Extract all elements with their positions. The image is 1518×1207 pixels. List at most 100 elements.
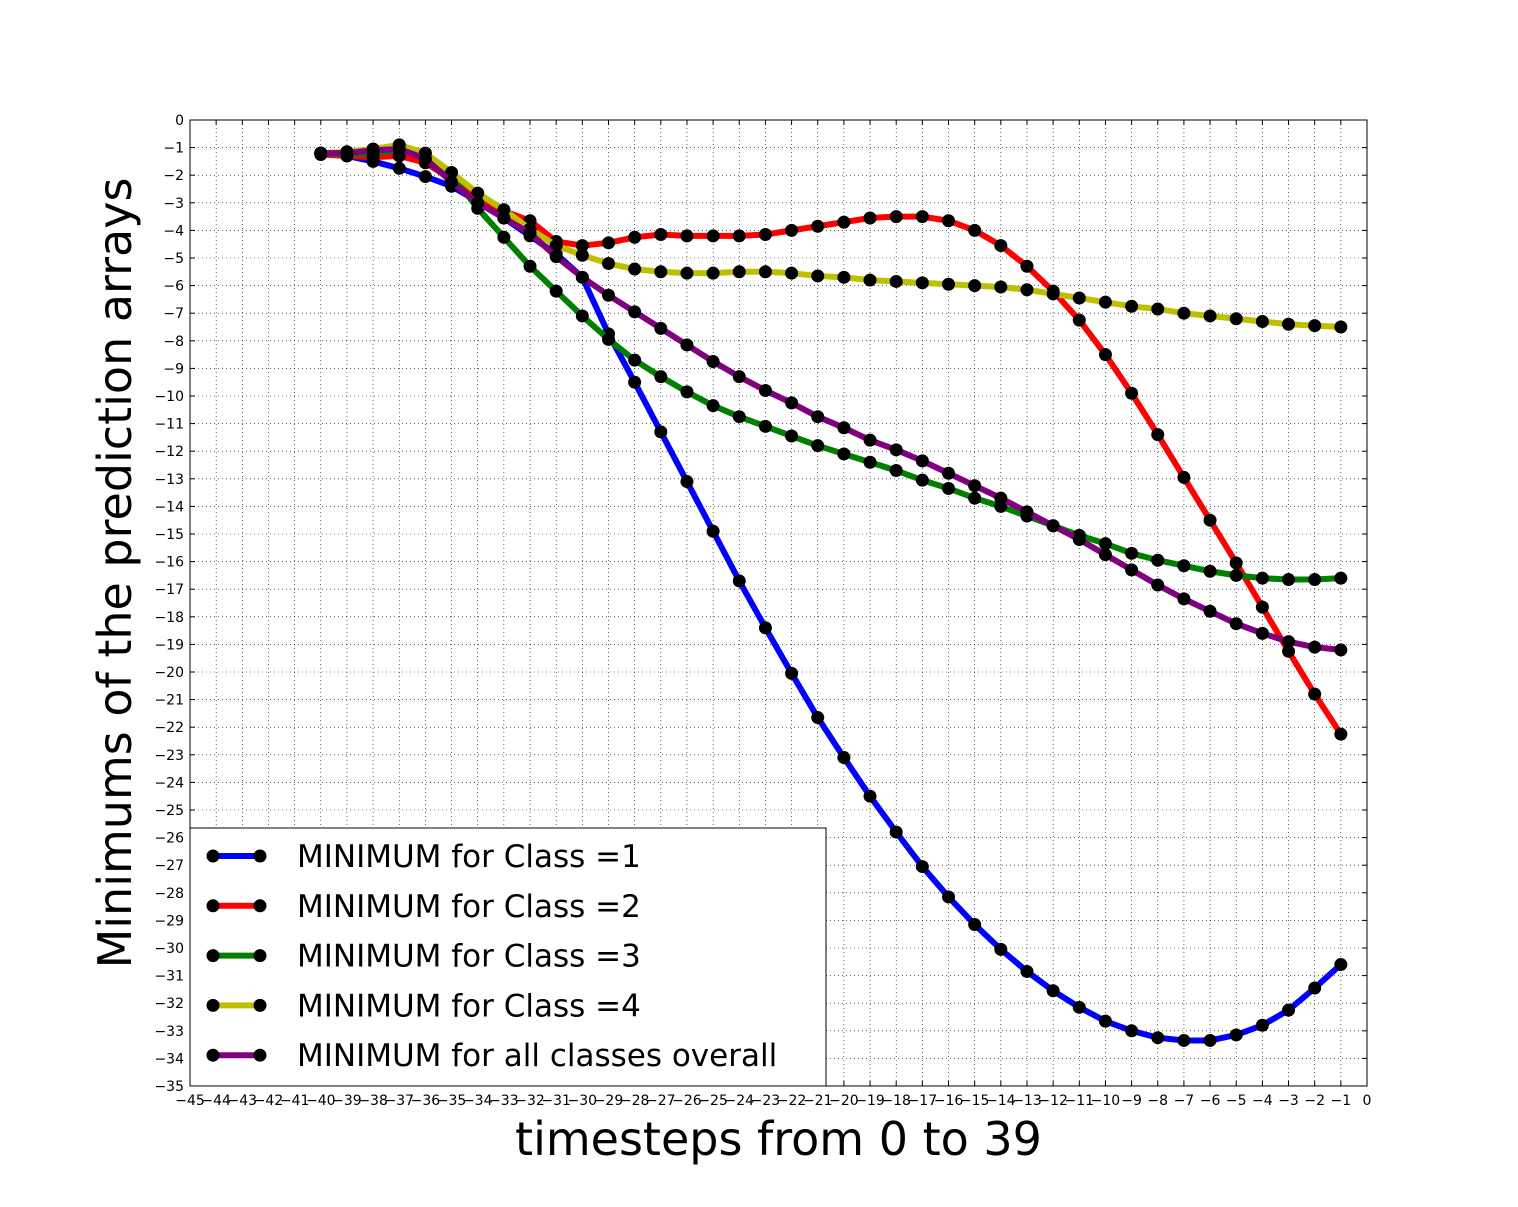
- data-point: [1282, 1003, 1296, 1017]
- data-point: [785, 266, 799, 280]
- x-tick-label: −23: [751, 1093, 781, 1109]
- legend-box: [189, 827, 827, 1087]
- legend-label: MINIMUM for Class =4: [297, 988, 641, 1024]
- data-point: [601, 332, 615, 346]
- y-tick-label: −34: [154, 1051, 184, 1067]
- data-point: [523, 259, 537, 273]
- data-point: [680, 229, 694, 243]
- x-tick-label: −17: [908, 1093, 938, 1109]
- data-point: [680, 338, 694, 352]
- x-tick-label: −5: [1226, 1093, 1247, 1109]
- data-point: [1098, 548, 1112, 562]
- data-point: [968, 223, 982, 237]
- data-point: [654, 321, 668, 335]
- x-tick-label: −10: [1091, 1093, 1121, 1109]
- data-point: [575, 239, 589, 253]
- x-tick-label: −43: [228, 1093, 258, 1109]
- data-point: [418, 170, 432, 184]
- x-tick-label: −28: [620, 1093, 650, 1109]
- data-point: [1046, 287, 1060, 301]
- data-point: [706, 229, 720, 243]
- data-point: [785, 223, 799, 237]
- data-point: [863, 211, 877, 225]
- data-point: [1334, 320, 1348, 334]
- data-point: [1255, 626, 1269, 640]
- x-tick-label: −4: [1252, 1093, 1273, 1109]
- y-tick-label: −29: [154, 913, 184, 929]
- legend-item: MINIMUM for Class =3: [206, 939, 641, 975]
- data-point: [1125, 1024, 1139, 1038]
- data-point: [1177, 470, 1191, 484]
- legend-marker: [253, 1048, 267, 1062]
- data-point: [968, 918, 982, 932]
- data-point: [994, 239, 1008, 253]
- legend-marker: [253, 998, 267, 1012]
- legend-marker: [253, 949, 267, 963]
- data-point: [1177, 559, 1191, 573]
- data-point: [654, 425, 668, 439]
- data-point: [837, 215, 851, 229]
- y-tick-label: −10: [154, 389, 184, 405]
- data-point: [1229, 568, 1243, 582]
- data-point: [392, 161, 406, 175]
- data-point: [628, 353, 642, 367]
- data-point: [785, 396, 799, 410]
- legend-label: MINIMUM for Class =3: [297, 939, 641, 975]
- data-point: [601, 236, 615, 250]
- x-tick-label: −6: [1200, 1093, 1221, 1109]
- x-tick-label: −19: [855, 1093, 885, 1109]
- y-tick-label: −24: [154, 775, 184, 791]
- y-tick-label: −17: [154, 582, 184, 598]
- y-tick-label: −32: [154, 996, 184, 1012]
- y-tick-label: −20: [154, 665, 184, 681]
- data-point: [758, 228, 772, 242]
- y-axis-label: Minimums of the prediction arrays: [88, 178, 142, 969]
- data-point: [758, 621, 772, 635]
- y-tick-label: −4: [163, 223, 184, 239]
- x-tick-label: −41: [280, 1093, 310, 1109]
- y-tick-label: −35: [154, 1079, 184, 1095]
- data-point: [654, 370, 668, 384]
- data-point: [837, 751, 851, 765]
- data-point: [1072, 291, 1086, 305]
- data-point: [1308, 981, 1322, 995]
- x-tick-label: −14: [986, 1093, 1016, 1109]
- data-point: [628, 305, 642, 319]
- data-point: [1334, 571, 1348, 585]
- data-point: [863, 273, 877, 287]
- data-point: [628, 262, 642, 276]
- series-line: [320, 147, 1341, 583]
- y-tick-label: −23: [154, 748, 184, 764]
- y-tick-label: −8: [163, 334, 184, 350]
- y-tick-label: −11: [154, 417, 184, 433]
- data-point: [1151, 553, 1165, 567]
- data-point: [915, 473, 929, 487]
- data-point: [1308, 319, 1322, 333]
- data-point: [1125, 563, 1139, 577]
- legend: MINIMUM for Class =1 MINIMUM for Class =2…: [189, 827, 827, 1087]
- data-point: [758, 383, 772, 397]
- data-point: [994, 491, 1008, 505]
- data-point: [1098, 348, 1112, 362]
- data-point: [1151, 578, 1165, 592]
- x-tick-label: 0: [1363, 1093, 1372, 1109]
- data-point: [968, 479, 982, 493]
- legend-item: MINIMUM for all classes overall: [206, 1038, 777, 1074]
- data-point: [1098, 1014, 1112, 1028]
- data-point: [811, 410, 825, 424]
- y-tick-label: −5: [163, 251, 184, 267]
- x-tick-label: −29: [594, 1093, 624, 1109]
- legend-item: MINIMUM for Class =2: [206, 889, 641, 925]
- data-point: [1203, 513, 1217, 527]
- y-tick-label: −21: [154, 693, 184, 709]
- data-point: [811, 219, 825, 233]
- data-point: [732, 265, 746, 279]
- data-point: [1229, 617, 1243, 631]
- y-tick-label: −14: [154, 499, 184, 515]
- data-point: [1229, 1028, 1243, 1042]
- data-point: [575, 270, 589, 284]
- data-point: [392, 142, 406, 156]
- legend-item: MINIMUM for Class =1: [206, 839, 641, 875]
- data-point: [811, 439, 825, 453]
